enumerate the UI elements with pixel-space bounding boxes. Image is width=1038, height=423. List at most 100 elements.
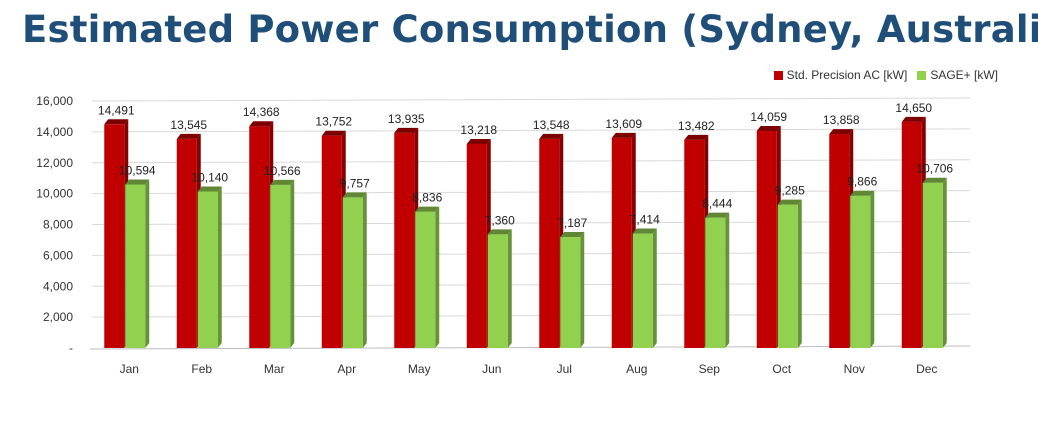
bar-side-sage-plus [797,199,802,348]
data-label-sage-plus: 10,566 [264,164,301,178]
legend-item-sage-plus: SAGE+ [kW] [917,68,998,82]
bar-side-sage-plus [942,177,947,348]
x-tick-label: Mar [264,362,285,376]
bar-std-precision-ac [249,126,270,348]
legend-swatch-sage-plus [917,70,927,80]
bar-top-sage-plus [850,190,875,196]
bar-top-std-precision-ac [176,133,201,139]
data-label-std-precision-ac: 13,858 [823,113,860,127]
bar-sage-plus [342,197,363,348]
x-tick-label: Feb [191,362,212,376]
y-tick-label: 10,000 [36,187,73,201]
bar-top-sage-plus [777,199,802,205]
bar-top-sage-plus [705,212,730,218]
bar-side-sage-plus [362,192,367,348]
x-tick-label: Sep [699,362,721,376]
x-tick-label: Jun [482,362,501,376]
y-tick-label: 12,000 [36,156,73,170]
bar-sage-plus [415,211,436,348]
bar-top-std-precision-ac [104,119,129,125]
x-tick-label: May [408,362,431,376]
data-label-std-precision-ac: 13,545 [170,118,207,132]
data-label-sage-plus: 7,414 [630,213,660,227]
bar-top-sage-plus [560,232,585,238]
bar-sage-plus [632,233,653,348]
bar-std-precision-ac [176,138,197,348]
bar-top-std-precision-ac [829,129,854,135]
data-label-sage-plus: 7,360 [485,213,515,227]
data-label-sage-plus: 8,836 [412,191,442,205]
data-label-sage-plus: 10,594 [119,163,156,177]
gridline [91,282,971,287]
bar-sage-plus [487,234,508,348]
bar-sage-plus [705,217,726,348]
data-label-sage-plus: 9,285 [775,184,805,198]
legend-label-sage-plus: SAGE+ [kW] [930,68,998,82]
data-label-sage-plus: 7,187 [557,216,587,230]
data-label-sage-plus: 9,866 [847,175,877,189]
data-label-std-precision-ac: 13,935 [388,112,425,126]
bar-side-sage-plus [870,190,875,348]
bar-top-std-precision-ac [394,127,419,133]
bar-std-precision-ac [539,138,560,348]
gridline [91,221,971,225]
bar-side-sage-plus [217,186,222,348]
legend-item-std-precision-ac: Std. Precision AC [kW] [773,68,908,82]
bar-sage-plus [850,195,871,348]
data-label-std-precision-ac: 13,548 [533,118,570,132]
y-tick-label: 4,000 [43,279,73,293]
bar-top-sage-plus [342,192,367,198]
bar-top-sage-plus [632,228,657,234]
y-tick-label: - [69,341,73,355]
data-label-std-precision-ac: 14,059 [750,110,787,124]
legend-label-std-precision-ac: Std. Precision AC [kW] [786,68,908,82]
bar-side-sage-plus [290,179,295,348]
bar-sage-plus [125,184,146,348]
legend: Std. Precision AC [kW] SAGE+ [kW] [773,68,998,82]
y-tick-label: 16,000 [36,94,73,108]
x-tick-label: Jul [557,362,572,376]
bar-top-std-precision-ac [901,116,926,122]
bar-std-precision-ac [394,132,415,348]
gridline [91,97,971,102]
gridline [91,159,971,164]
bar-sage-plus [777,204,798,348]
bar-top-sage-plus [487,229,512,235]
data-label-std-precision-ac: 14,650 [895,101,932,115]
data-label-std-precision-ac: 14,491 [98,103,135,117]
data-label-sage-plus: 9,757 [340,176,370,190]
x-tick-label: Jan [120,362,139,376]
bar-sage-plus [560,237,581,348]
bar-side-sage-plus [507,229,512,348]
data-label-std-precision-ac: 13,482 [678,119,715,133]
bar-sage-plus [922,182,943,348]
bar-side-sage-plus [145,179,150,348]
bar-top-std-precision-ac [321,130,346,136]
x-tick-label: Apr [337,362,356,376]
bar-side-sage-plus [725,212,730,348]
data-label-sage-plus: 10,140 [191,170,228,184]
bar-top-sage-plus [125,179,150,185]
bar-top-std-precision-ac [684,134,709,140]
gridline [91,190,971,195]
bar-side-sage-plus [580,232,585,348]
y-tick-label: 2,000 [43,310,73,324]
y-tick-label: 14,000 [36,125,73,139]
gridline [91,251,971,256]
bar-std-precision-ac [756,130,777,348]
bar-std-precision-ac [104,124,125,348]
data-label-std-precision-ac: 13,752 [315,115,352,129]
bar-sage-plus [197,191,218,348]
y-tick-label: 8,000 [43,218,73,232]
chart-title: Estimated Power Consumption (Sydney, Aus… [22,8,1038,51]
bar-std-precision-ac [829,134,850,348]
bar-top-std-precision-ac [756,125,781,131]
bar-sage-plus [270,184,291,348]
bar-top-std-precision-ac [611,132,636,138]
bar-side-sage-plus [652,228,657,348]
bar-std-precision-ac [684,139,705,348]
bar-top-std-precision-ac [466,138,491,144]
bar-top-sage-plus [270,179,295,185]
